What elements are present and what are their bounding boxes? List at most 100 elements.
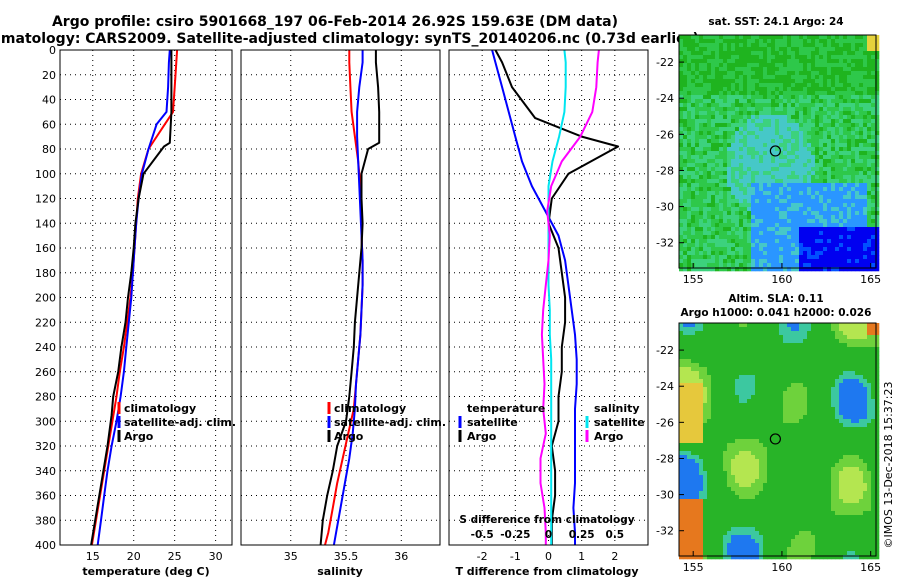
map-cell [699, 431, 704, 436]
map-cell [731, 395, 736, 400]
map-cell [691, 159, 696, 164]
map-cell [795, 143, 800, 148]
map-cell [743, 247, 748, 252]
map-cell [859, 115, 864, 120]
map-cell [827, 207, 832, 212]
map-cell [791, 35, 796, 40]
map-cell [787, 459, 792, 464]
map-cell [871, 447, 876, 452]
map-cell [775, 427, 780, 432]
map-cell [739, 219, 744, 224]
map-cell [827, 95, 832, 100]
map-cell [707, 35, 712, 40]
map-cell [791, 371, 796, 376]
map-cell [811, 363, 816, 368]
map-cell [723, 171, 728, 176]
map-cell [815, 39, 820, 44]
map-cell [719, 367, 724, 372]
map-cell [855, 215, 860, 220]
map-cell [731, 127, 736, 132]
map-cell [767, 367, 772, 372]
map-cell [711, 267, 716, 272]
map-cell [747, 267, 752, 272]
map-cell [751, 459, 756, 464]
map-cell [755, 259, 760, 264]
map-cell [683, 415, 688, 420]
map-cell [683, 407, 688, 412]
map-cell [747, 263, 752, 268]
map-cell [819, 239, 824, 244]
map-cell [783, 327, 788, 332]
map-cell [863, 103, 868, 108]
map-cell [871, 171, 876, 176]
map-cell [863, 371, 868, 376]
map-cell [715, 451, 720, 456]
map-cell [679, 127, 684, 132]
map-cell [723, 71, 728, 76]
map-cell [783, 239, 788, 244]
map-cell [819, 323, 824, 328]
map-cell [819, 91, 824, 96]
map-cell [731, 143, 736, 148]
map-cell [703, 455, 708, 460]
map-cell [819, 423, 824, 428]
map-cell [735, 415, 740, 420]
map-cell [775, 147, 780, 152]
map-cell [851, 155, 856, 160]
map-cell [719, 363, 724, 368]
map-cell [811, 43, 816, 48]
map-cell [851, 211, 856, 216]
map-cell [695, 327, 700, 332]
map-cell [775, 95, 780, 100]
map-cell [859, 167, 864, 172]
map-cell [731, 431, 736, 436]
map-cell [751, 55, 756, 60]
map-cell [835, 415, 840, 420]
map-cell [739, 239, 744, 244]
map-cell [703, 367, 708, 372]
map-cell [819, 227, 824, 232]
map-cell [819, 99, 824, 104]
map-cell [871, 463, 876, 468]
map-cell [783, 339, 788, 344]
map-cell [727, 355, 732, 360]
map-cell [787, 39, 792, 44]
map-cell [743, 171, 748, 176]
map-cell [775, 347, 780, 352]
map-cell [795, 355, 800, 360]
map-cell [767, 455, 772, 460]
map-cell [771, 63, 776, 68]
map-cell [827, 199, 832, 204]
map-cell [839, 47, 844, 52]
map-cell [739, 359, 744, 364]
map-cell [719, 379, 724, 384]
map-cell [863, 343, 868, 348]
map-cell [855, 379, 860, 384]
map-cell [847, 63, 852, 68]
map-cell [751, 215, 756, 220]
map-cell [803, 251, 808, 256]
map-cell [703, 379, 708, 384]
map-cell [811, 107, 816, 112]
map-cell [831, 431, 836, 436]
map-cell [815, 255, 820, 260]
map-cell [699, 103, 704, 108]
map-cell [811, 171, 816, 176]
map-cell [835, 447, 840, 452]
map-cell [819, 147, 824, 152]
map-cell [759, 47, 764, 52]
map-cell [847, 251, 852, 256]
map-cell [763, 187, 768, 192]
map-cell [867, 371, 872, 376]
map-cell [731, 427, 736, 432]
map-cell [843, 207, 848, 212]
map-cell [703, 83, 708, 88]
map-cell [715, 463, 720, 468]
map-cell [851, 443, 856, 448]
map-cell [847, 91, 852, 96]
map-cell [759, 327, 764, 332]
map-cell [739, 207, 744, 212]
map-cell [763, 211, 768, 216]
map-cell [787, 455, 792, 460]
map-cell [755, 131, 760, 136]
